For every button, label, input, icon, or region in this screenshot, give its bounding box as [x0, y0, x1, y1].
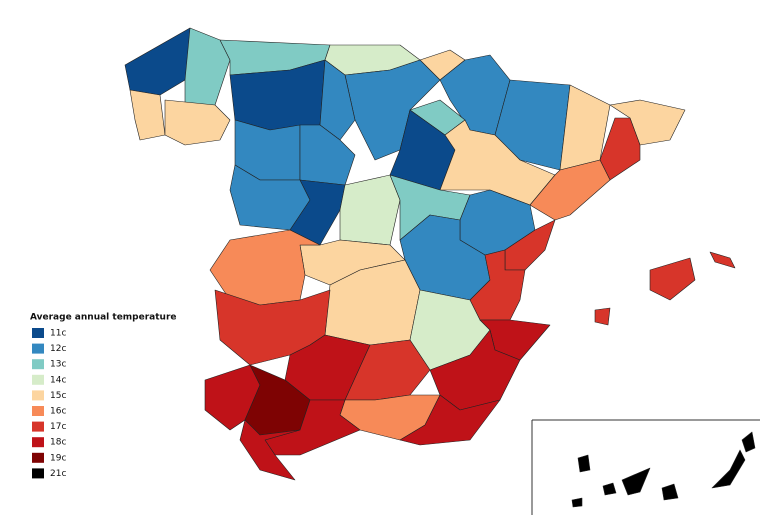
legend-swatch: [32, 421, 44, 432]
region: [529, 159, 611, 221]
legend-label: 14c: [50, 375, 66, 385]
region: [661, 483, 679, 501]
region: [399, 394, 501, 446]
region: [741, 431, 756, 453]
region: [594, 307, 611, 326]
legend-label: 11c: [50, 329, 66, 339]
legend-label: 15c: [50, 391, 66, 401]
region: [439, 119, 556, 206]
legend-label: 17c: [50, 422, 66, 432]
legend-swatch: [32, 328, 44, 338]
region: [621, 467, 651, 496]
legend-swatch: [32, 359, 44, 370]
legend-label: 21c: [50, 469, 66, 479]
region: [129, 89, 166, 141]
region: [577, 454, 591, 473]
legend: Average annual temperature 11c 12c 13c 14c 1…: [30, 313, 177, 479]
legend-swatch: [32, 343, 44, 354]
region: [571, 497, 583, 508]
region: [649, 257, 696, 301]
legend-label: 13c: [50, 360, 66, 370]
legend-swatch: [32, 406, 44, 416]
legend-swatch: [32, 390, 44, 401]
regions: [124, 27, 756, 508]
legend-title: Average annual temperature: [30, 313, 177, 323]
legend-swatch: [32, 468, 44, 479]
region: [209, 229, 321, 306]
region: [711, 449, 746, 489]
region: [602, 482, 617, 496]
region: [239, 419, 301, 481]
legend-swatch: [32, 374, 44, 385]
legend-swatch: [32, 452, 44, 463]
region: [299, 124, 356, 186]
legend-label: 12c: [50, 344, 66, 354]
region: [319, 59, 356, 141]
legend-label: 19c: [50, 453, 66, 463]
region: [124, 27, 196, 96]
region: [339, 174, 401, 246]
region: [164, 99, 231, 146]
legend-label: 18c: [50, 438, 66, 448]
legend-label: 16c: [50, 407, 66, 417]
legend-swatch: [32, 437, 44, 448]
region: [709, 251, 736, 269]
